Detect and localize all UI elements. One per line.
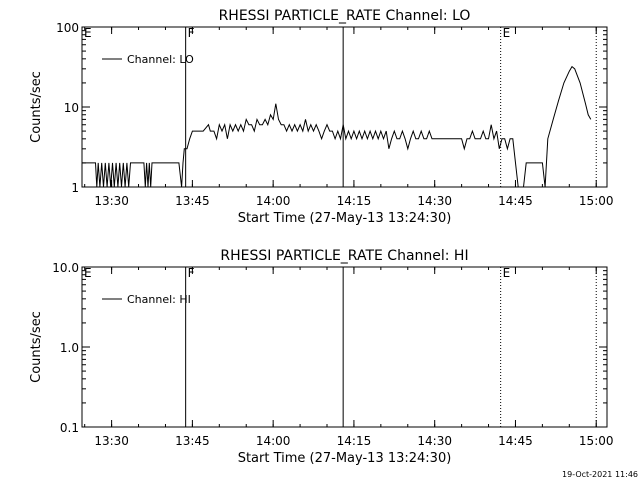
series-line-1: [82, 65, 592, 188]
event-marker-label: E: [84, 266, 92, 280]
event-marker-label: E: [84, 26, 92, 40]
y-tick-label: 1: [71, 181, 79, 195]
y-tick-label: 10: [64, 101, 79, 115]
y-tick-label: 1.0: [60, 341, 79, 355]
x-axis-label: Start Time (27-May-13 13:24:30): [238, 451, 452, 466]
plot-frame: [81, 266, 608, 428]
x-tick-label: 13:45: [175, 194, 210, 208]
x-tick-label: 15:00: [579, 434, 614, 448]
chart-title: RHESSI PARTICLE_RATE Channel: LO: [219, 8, 471, 24]
y-tick-label: 10.0: [52, 261, 79, 275]
x-tick-label: 14:00: [256, 194, 291, 208]
x-tick-label: 15:00: [579, 194, 614, 208]
event-marker-label: F: [188, 266, 195, 280]
y-tick-label: 0.1: [60, 421, 79, 435]
x-tick-label: 13:45: [175, 434, 210, 448]
event-marker-label: F: [188, 26, 195, 40]
x-tick-label: 13:30: [94, 434, 129, 448]
legend-label: Channel: HI: [127, 293, 191, 306]
footer-timestamp: 19-Oct-2021 11:46: [562, 470, 638, 479]
chart-title: RHESSI PARTICLE_RATE Channel: HI: [220, 248, 468, 264]
legend-label: Channel: LO: [127, 53, 194, 66]
event-marker-label: E: [503, 266, 511, 280]
y-tick-label: 100: [56, 21, 79, 35]
x-tick-label: 14:30: [417, 434, 452, 448]
x-tick-label: 14:45: [498, 434, 533, 448]
x-axis-label: Start Time (27-May-13 13:24:30): [238, 211, 452, 226]
y-axis-label: Counts/sec: [29, 311, 44, 383]
chart-panel-2: [81, 266, 608, 428]
y-axis-label: Counts/sec: [29, 71, 44, 143]
x-tick-label: 14:15: [337, 194, 372, 208]
event-marker-label: E: [503, 26, 511, 40]
x-tick-label: 14:45: [498, 194, 533, 208]
x-tick-label: 14:15: [337, 434, 372, 448]
x-tick-label: 13:30: [94, 194, 129, 208]
x-tick-label: 14:30: [417, 194, 452, 208]
chart-panel-1: [81, 26, 608, 188]
x-tick-label: 14:00: [256, 434, 291, 448]
